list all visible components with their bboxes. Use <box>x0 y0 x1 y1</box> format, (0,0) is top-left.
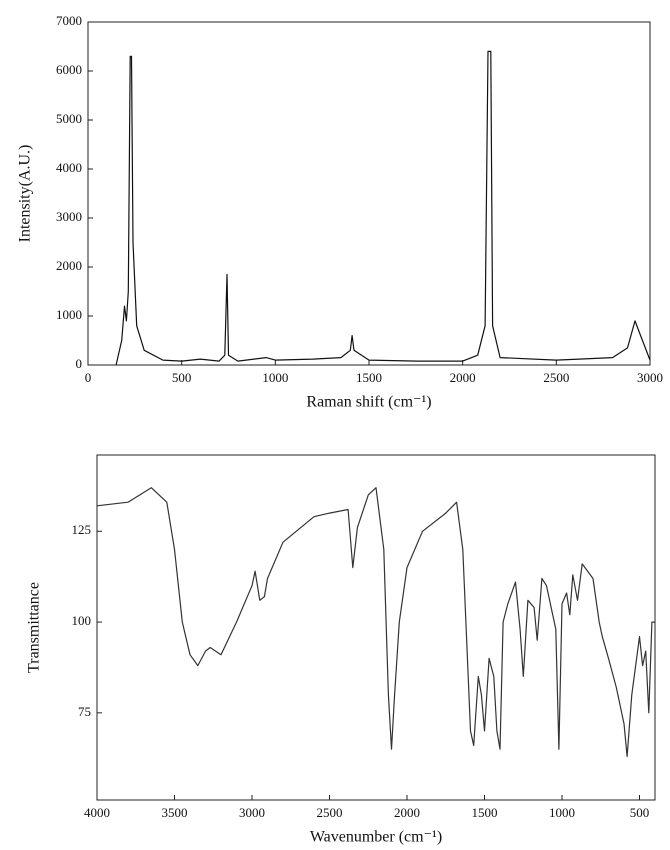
y-tick-label: 2000 <box>56 258 82 273</box>
y-tick-label: 5000 <box>56 111 82 126</box>
y-tick-label: 4000 <box>56 160 82 175</box>
y-tick-label: 6000 <box>56 62 82 77</box>
x-tick-label: 2000 <box>394 805 420 820</box>
y-axis-title: Intensity(A.U.) <box>17 145 34 243</box>
x-axis-title: Wavenumber (cm⁻¹) <box>310 829 442 846</box>
x-tick-label: 1500 <box>356 370 382 385</box>
x-tick-label: 500 <box>630 805 650 820</box>
x-tick-label: 3000 <box>637 370 663 385</box>
x-tick-label: 0 <box>85 370 92 385</box>
x-tick-label: 1500 <box>472 805 498 820</box>
y-tick-label: 1000 <box>56 307 82 322</box>
y-tick-label: 3000 <box>56 209 82 224</box>
plot-frame <box>96 454 656 801</box>
x-tick-label: 3000 <box>239 805 265 820</box>
y-tick-label: 100 <box>72 613 92 628</box>
x-tick-label: 2500 <box>317 805 343 820</box>
y-axis-title: Transmittance <box>26 582 43 673</box>
x-tick-label: 4000 <box>84 805 110 820</box>
spectrum-line <box>115 50 651 366</box>
x-tick-label: 500 <box>172 370 192 385</box>
x-tick-label: 2500 <box>543 370 569 385</box>
y-tick-label: 75 <box>78 704 91 719</box>
x-tick-label: 3500 <box>162 805 188 820</box>
x-tick-label: 1000 <box>549 805 575 820</box>
y-tick-label: 7000 <box>56 13 82 28</box>
y-tick-label: 125 <box>72 522 92 537</box>
x-tick-label: 2000 <box>450 370 476 385</box>
x-axis-title: Raman shift (cm⁻¹) <box>306 394 431 411</box>
plot-frame <box>87 21 651 366</box>
x-tick-label: 1000 <box>262 370 288 385</box>
spectrum-line <box>96 487 655 757</box>
y-tick-label: 0 <box>76 356 83 371</box>
